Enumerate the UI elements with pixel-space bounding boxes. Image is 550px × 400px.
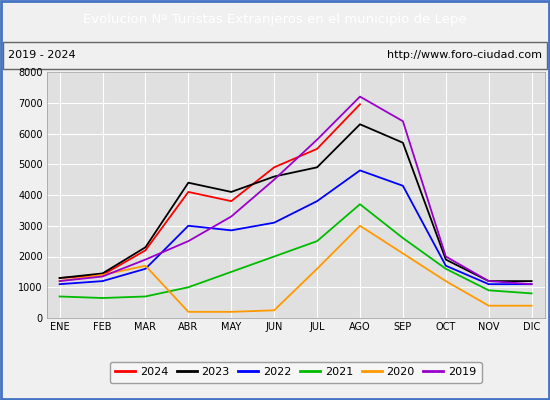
Text: 2019 - 2024: 2019 - 2024 [8,50,76,60]
Text: Evolucion Nº Turistas Extranjeros en el municipio de Lepe: Evolucion Nº Turistas Extranjeros en el … [83,14,467,26]
Legend: 2024, 2023, 2022, 2021, 2020, 2019: 2024, 2023, 2022, 2021, 2020, 2019 [109,362,482,383]
Text: http://www.foro-ciudad.com: http://www.foro-ciudad.com [387,50,542,60]
